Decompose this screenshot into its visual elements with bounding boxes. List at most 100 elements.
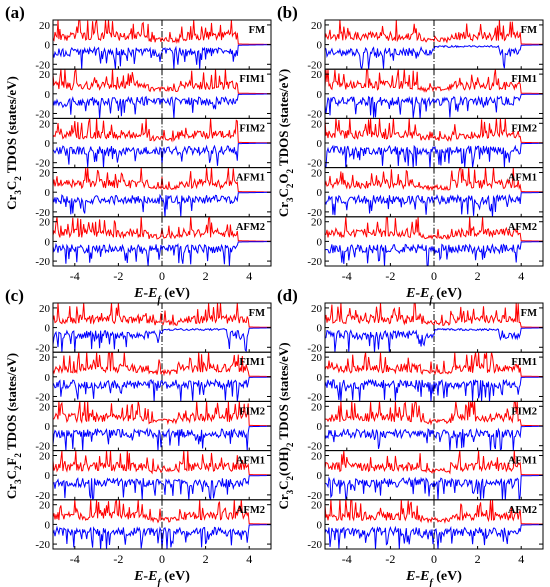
y-tick-label: 0 [317,138,323,150]
spin-up-line [53,118,271,144]
x-tick-label: 2 [475,269,481,283]
y-tick-label: -20 [307,342,322,354]
x-tick-label: 0 [159,269,165,283]
magnetic-state-label: AFM2 [236,222,265,233]
y-tick-label: 20 [311,168,323,180]
y-tick-label: -20 [35,441,50,453]
y-tick-label: 0 [317,519,323,531]
subplot-fm: 20 0 -20 FM [35,302,272,354]
x-axis-label: E-Ef (eV) [405,569,462,587]
panel-c: (c)200-20FM200-20FIM1200-20FIM2200-20AFM… [4,286,272,587]
subplot-fim2: 20 0 -20 FIM2 [35,117,272,170]
magnetic-state-label: AFM2 [508,505,537,516]
y-tick-label: 0 [45,372,51,384]
x-tick-label: -2 [385,552,395,566]
panel-label: (d) [277,286,298,305]
spin-down-line [325,327,543,353]
x-axis-label: E-Ef (eV) [133,569,190,587]
y-tick-label: 20 [39,303,51,315]
panel-label: (a) [5,3,25,22]
y-axis-label: Cr3C2 TDOS (states/eV) [4,76,23,210]
spin-down-line [325,142,543,168]
y-tick-label: -20 [307,207,322,219]
subplot-fim1: 20 0 -20 FIM1 [35,68,272,120]
y-tick-label: 0 [317,89,323,101]
spin-up-line [325,401,543,427]
y-tick-label: 20 [39,352,51,364]
magnetic-state-label: FIM1 [511,74,537,85]
spin-up-line [53,69,271,95]
x-tick-label: -4 [70,552,80,566]
subplot-fim2: 20 0 -20 FIM2 [307,117,544,170]
spin-up-line [325,20,543,45]
y-tick-label: 0 [45,323,51,335]
y-tick-label: 20 [39,118,51,130]
y-tick-label: -20 [35,490,50,502]
y-tick-label: 0 [45,470,51,482]
subplot-afm2: 20 0 -20 AFM2 [307,499,544,551]
x-tick-label: 2 [203,269,209,283]
x-tick-label: -4 [70,269,80,283]
spin-up-line [325,167,543,193]
subplot-fim2: 20 0 -20 FIM2 [307,400,544,453]
magnetic-state-label: AFM1 [236,173,265,184]
y-tick-label: 20 [39,168,51,180]
x-tick-label: 2 [203,552,209,566]
subplot-afm1: 20 0 -20 AFM1 [35,450,272,502]
y-tick-label: -20 [307,539,322,551]
spin-up-line [325,118,543,144]
y-tick-label: 0 [45,421,51,433]
x-tick-label: -4 [342,269,352,283]
subplot-fm: 20 0 -20 FM [307,302,544,354]
magnetic-state-label: AFM2 [508,222,537,233]
spin-down-line [325,192,543,217]
panel-a: (a)200-20FM200-20FIM1200-20FIM2200-20AFM… [4,3,272,306]
x-tick-label: -2 [113,269,123,283]
spin-up-line [53,450,271,476]
x-axis-label: E-Ef (eV) [405,286,462,306]
y-tick-label: -20 [35,158,50,170]
magnetic-state-label: FIM2 [511,123,537,134]
subplot-afm2: 20 0 -20 AFM2 [307,216,544,268]
y-tick-label: 20 [39,451,51,463]
x-tick-label: -2 [385,269,395,283]
spin-up-line [53,499,271,525]
y-axis-label: Cr3C2(OH)2 TDOS (states/eV) [276,342,295,509]
y-tick-label: 0 [45,519,51,531]
x-axis-label: E-Ef (eV) [133,286,190,306]
x-tick-label: 0 [431,269,437,283]
subplot-afm1: 20 0 -20 AFM1 [307,167,544,219]
x-tick-label: 4 [518,269,524,283]
spin-down-line [325,376,543,402]
magnetic-state-label: FIM1 [511,357,537,368]
magnetic-state-label: AFM1 [508,456,537,467]
subplot-fm: 20 0 -20 FM [35,19,272,71]
y-tick-label: 0 [317,236,323,248]
subplot-afm2: 20 0 -20 AFM2 [35,499,272,551]
y-tick-label: -20 [35,539,50,551]
x-tick-label: 4 [246,552,252,566]
y-tick-label: -20 [307,108,322,120]
subplot-afm1: 20 0 -20 AFM1 [307,450,544,502]
y-tick-label: 0 [317,421,323,433]
x-tick-label: 2 [475,552,481,566]
x-tick-label: -2 [113,552,123,566]
subplot-fm: 20 0 -20 FM [307,19,544,71]
spin-down-line [325,241,543,267]
y-tick-label: 0 [317,323,323,335]
magnetic-state-label: FM [521,308,537,319]
subplot-fim1: 20 0 -20 FIM1 [307,68,544,120]
subplot-fim2: 20 0 -20 FIM2 [35,400,272,453]
x-tick-label: 4 [518,552,524,566]
magnetic-state-label: FIM1 [239,74,265,85]
y-tick-label: -20 [307,256,322,268]
spin-up-line [325,69,543,94]
y-tick-label: -20 [307,441,322,453]
subplot-afm2: 20 0 -20 AFM2 [35,216,272,268]
panel-label: (b) [277,3,298,22]
subplot-fim1: 20 0 -20 FIM1 [35,351,272,403]
y-tick-label: 20 [311,118,323,130]
y-axis-label: Cr3C2F2 TDOS (states/eV) [4,353,23,499]
spin-up-line [325,216,543,242]
y-tick-label: 20 [311,69,323,81]
